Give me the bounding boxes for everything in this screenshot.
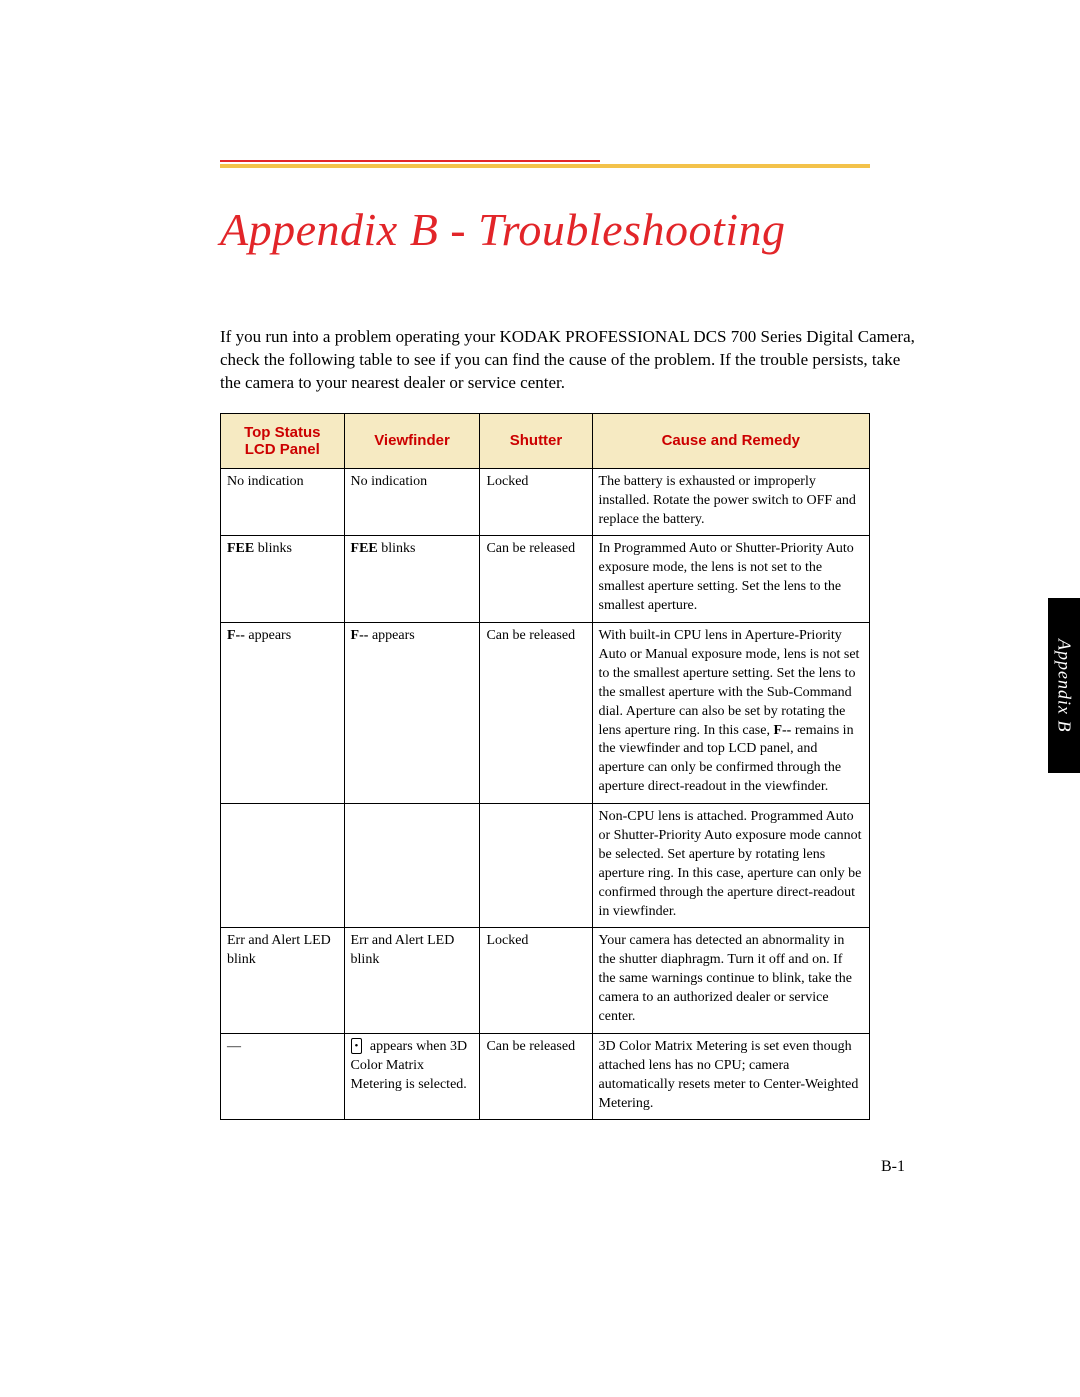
table-cell: 3D Color Matrix Metering is set even tho… [592,1033,869,1120]
table-cell [221,804,345,928]
header-viewfinder: Viewfinder [344,413,480,468]
side-tab: Appendix B [1048,598,1080,773]
table-row: —• appears when 3D Color Matrix Metering… [221,1033,870,1120]
table-row: No indicationNo indicationLockedThe batt… [221,468,870,536]
rule-red [220,160,600,162]
page-title: Appendix B - Troubleshooting [220,203,920,256]
table-cell: Can be released [480,623,592,804]
rule-yellow [220,164,870,168]
header-shutter: Shutter [480,413,592,468]
table-row: Non-CPU lens is attached. Programmed Aut… [221,804,870,928]
side-tab-label: Appendix B [1054,639,1075,732]
header-top-status: Top Status LCD Panel [221,413,345,468]
header-cause-remedy: Cause and Remedy [592,413,869,468]
table-header-row: Top Status LCD Panel Viewfinder Shutter … [221,413,870,468]
table-cell: — [221,1033,345,1120]
table-cell [344,804,480,928]
table-cell: With built-in CPU lens in Aperture-Prior… [592,623,869,804]
table-cell: FEE blinks [221,536,345,623]
table-cell [480,804,592,928]
table-cell: • appears when 3D Color Matrix Metering … [344,1033,480,1120]
table-row: Err and Alert LED blinkErr and Alert LED… [221,928,870,1033]
table-cell: No indication [344,468,480,536]
table-cell: Locked [480,928,592,1033]
table-cell: In Programmed Auto or Shutter-Priority A… [592,536,869,623]
table-cell: F-- appears [221,623,345,804]
table-cell: Can be released [480,536,592,623]
header-rules [220,160,920,168]
table-cell: Err and Alert LED blink [344,928,480,1033]
table-cell: Locked [480,468,592,536]
table-cell: The battery is exhausted or improperly i… [592,468,869,536]
table-cell: Err and Alert LED blink [221,928,345,1033]
page-number: B-1 [881,1158,905,1176]
table-cell: FEE blinks [344,536,480,623]
table-cell: F-- appears [344,623,480,804]
troubleshooting-table: Top Status LCD Panel Viewfinder Shutter … [220,413,870,1121]
table-row: F-- appearsF-- appearsCan be releasedWit… [221,623,870,804]
intro-paragraph: If you run into a problem operating your… [220,326,920,395]
table-cell: No indication [221,468,345,536]
table-cell: Non-CPU lens is attached. Programmed Aut… [592,804,869,928]
table-cell: Can be released [480,1033,592,1120]
table-row: FEE blinksFEE blinksCan be releasedIn Pr… [221,536,870,623]
table-cell: Your camera has detected an abnormality … [592,928,869,1033]
